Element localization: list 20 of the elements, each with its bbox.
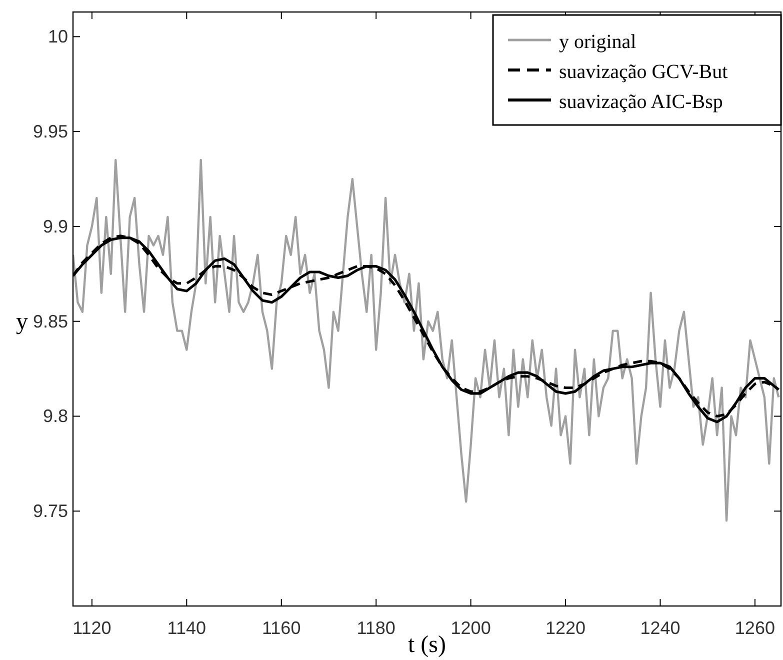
x-tick-label: 1180: [356, 618, 396, 638]
legend-label: y original: [559, 31, 637, 53]
x-axis-title: t (s): [408, 632, 446, 658]
y-tick-label: 9.9: [42, 216, 68, 236]
x-tick-label: 1140: [167, 618, 206, 638]
x-tick-label: 1260: [734, 618, 775, 638]
x-tick-label: 1240: [640, 618, 680, 638]
y-tick-label: 9.75: [32, 501, 68, 522]
line-series: [73, 158, 780, 522]
legend-label: suavização AIC-Bsp: [559, 91, 723, 113]
x-tick-label: 1220: [546, 618, 586, 638]
x-tick-label: 1120: [72, 618, 112, 638]
y-tick-label: 10: [48, 26, 68, 47]
y-tick-label: 9.85: [32, 311, 68, 332]
y-tick-label: 9.8: [42, 406, 68, 426]
x-tick-label: 1200: [450, 618, 491, 638]
legend-label: suavização GCV-But: [559, 61, 728, 83]
y-tick-label: 9.95: [32, 122, 68, 142]
y-axis-title: y: [16, 309, 28, 335]
x-tick-label: 1160: [262, 618, 301, 638]
